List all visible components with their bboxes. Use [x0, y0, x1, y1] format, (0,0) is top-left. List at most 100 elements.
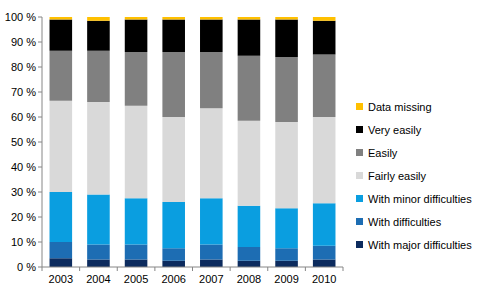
- bar-segment: [238, 261, 261, 267]
- bar-segment: [238, 247, 261, 261]
- bar-segment: [87, 17, 110, 21]
- x-tick-label: 2007: [199, 273, 223, 285]
- y-tick-label: 40 %: [11, 161, 36, 173]
- axes: 0 % 10 % 20 % 30 % 40 % 50 % 60 % 70 % 80 % 90 % 1…: [5, 11, 343, 285]
- x-tick: [42, 267, 43, 271]
- x-tick: [343, 267, 344, 271]
- legend-label: With major difficulties: [368, 239, 472, 251]
- bar-segment: [162, 202, 185, 248]
- x-tick: [267, 267, 268, 271]
- legend-swatch: [356, 218, 363, 225]
- legend-swatch: [356, 195, 363, 202]
- legend-label: Data missing: [368, 101, 432, 113]
- bar-segment: [275, 20, 298, 58]
- bar-segment: [50, 258, 73, 267]
- x-tick: [192, 267, 193, 271]
- bar-segment: [50, 242, 73, 258]
- y-tick: [38, 42, 42, 43]
- bar-segment: [200, 245, 223, 260]
- bar-segment: [313, 21, 336, 55]
- y-tick-label: 0 %: [17, 261, 36, 273]
- bars: [50, 17, 336, 267]
- x-tick-label: 2004: [86, 273, 110, 285]
- bar-segment: [162, 248, 185, 261]
- bar-segment: [125, 20, 148, 53]
- y-tick-label: 50 %: [11, 136, 36, 148]
- bar-segment: [125, 17, 148, 20]
- bar-segment: [238, 20, 261, 56]
- legend-swatch: [356, 172, 363, 179]
- y-tick: [38, 67, 42, 68]
- bar-segment: [50, 101, 73, 192]
- bar-segment: [275, 248, 298, 261]
- x-tick: [154, 267, 155, 271]
- y-tick: [38, 192, 42, 193]
- bar-segment: [275, 122, 298, 208]
- legend-swatch: [356, 241, 363, 248]
- bar-segment: [200, 20, 223, 53]
- bar-segment: [87, 245, 110, 260]
- bar-segment: [313, 55, 336, 118]
- y-tick-label: 80 %: [11, 61, 36, 73]
- x-tick-label: 2005: [124, 273, 148, 285]
- bar-segment: [87, 102, 110, 195]
- bar-segment: [125, 52, 148, 106]
- bar-segment: [162, 261, 185, 267]
- y-tick: [38, 242, 42, 243]
- legend-swatch: [356, 103, 363, 110]
- bar-segment: [87, 21, 110, 51]
- y-tick-label: 70 %: [11, 86, 36, 98]
- bar-segment: [50, 192, 73, 242]
- bar-segment: [125, 260, 148, 268]
- bar-segment: [162, 52, 185, 117]
- x-tick-label: 2008: [237, 273, 261, 285]
- y-tick: [38, 142, 42, 143]
- y-tick: [38, 117, 42, 118]
- y-tick: [38, 17, 42, 18]
- bar-segment: [275, 261, 298, 267]
- y-tick: [38, 92, 42, 93]
- y-tick: [38, 217, 42, 218]
- bar-segment: [162, 17, 185, 20]
- bar-segment: [162, 117, 185, 202]
- legend-label: Very easily: [368, 124, 422, 136]
- bar-segment: [238, 56, 261, 121]
- bar-segment: [275, 208, 298, 248]
- legend-label: With minor difficulties: [368, 193, 472, 205]
- y-tick-label: 10 %: [11, 236, 36, 248]
- bar-segment: [125, 106, 148, 199]
- bar-segment: [238, 206, 261, 247]
- bar-segment: [87, 51, 110, 102]
- y-tick-label: 60 %: [11, 111, 36, 123]
- bar-segment: [313, 117, 336, 203]
- y-tick-label: 30 %: [11, 186, 36, 198]
- bar-segment: [50, 17, 73, 20]
- x-tick-label: 2009: [274, 273, 298, 285]
- bar-segment: [275, 57, 298, 122]
- bar-segment: [50, 20, 73, 51]
- x-tick-label: 2010: [312, 273, 336, 285]
- bar-segment: [313, 17, 336, 21]
- x-tick: [230, 267, 231, 271]
- legend-swatch: [356, 126, 363, 133]
- bar-segment: [125, 198, 148, 244]
- legend-swatch: [356, 149, 363, 156]
- bar-segment: [313, 246, 336, 260]
- bar-segment: [87, 195, 110, 245]
- x-tick-label: 2006: [161, 273, 185, 285]
- y-tick-label: 20 %: [11, 211, 36, 223]
- bar-segment: [275, 17, 298, 20]
- bar-segment: [238, 121, 261, 206]
- bar-segment: [162, 20, 185, 53]
- x-tick-label: 2003: [49, 273, 73, 285]
- bar-segment: [200, 260, 223, 268]
- y-tick: [38, 167, 42, 168]
- bar-segment: [200, 17, 223, 20]
- y-tick-label: 90 %: [11, 36, 36, 48]
- chart: 0 % 10 % 20 % 30 % 40 % 50 % 60 % 70 % 80 % 90 % 1…: [0, 0, 493, 299]
- bar-segment: [200, 52, 223, 108]
- bar-segment: [200, 108, 223, 198]
- bar-segment: [200, 198, 223, 244]
- bar-segment: [313, 203, 336, 246]
- y-tick-label: 100 %: [5, 11, 36, 23]
